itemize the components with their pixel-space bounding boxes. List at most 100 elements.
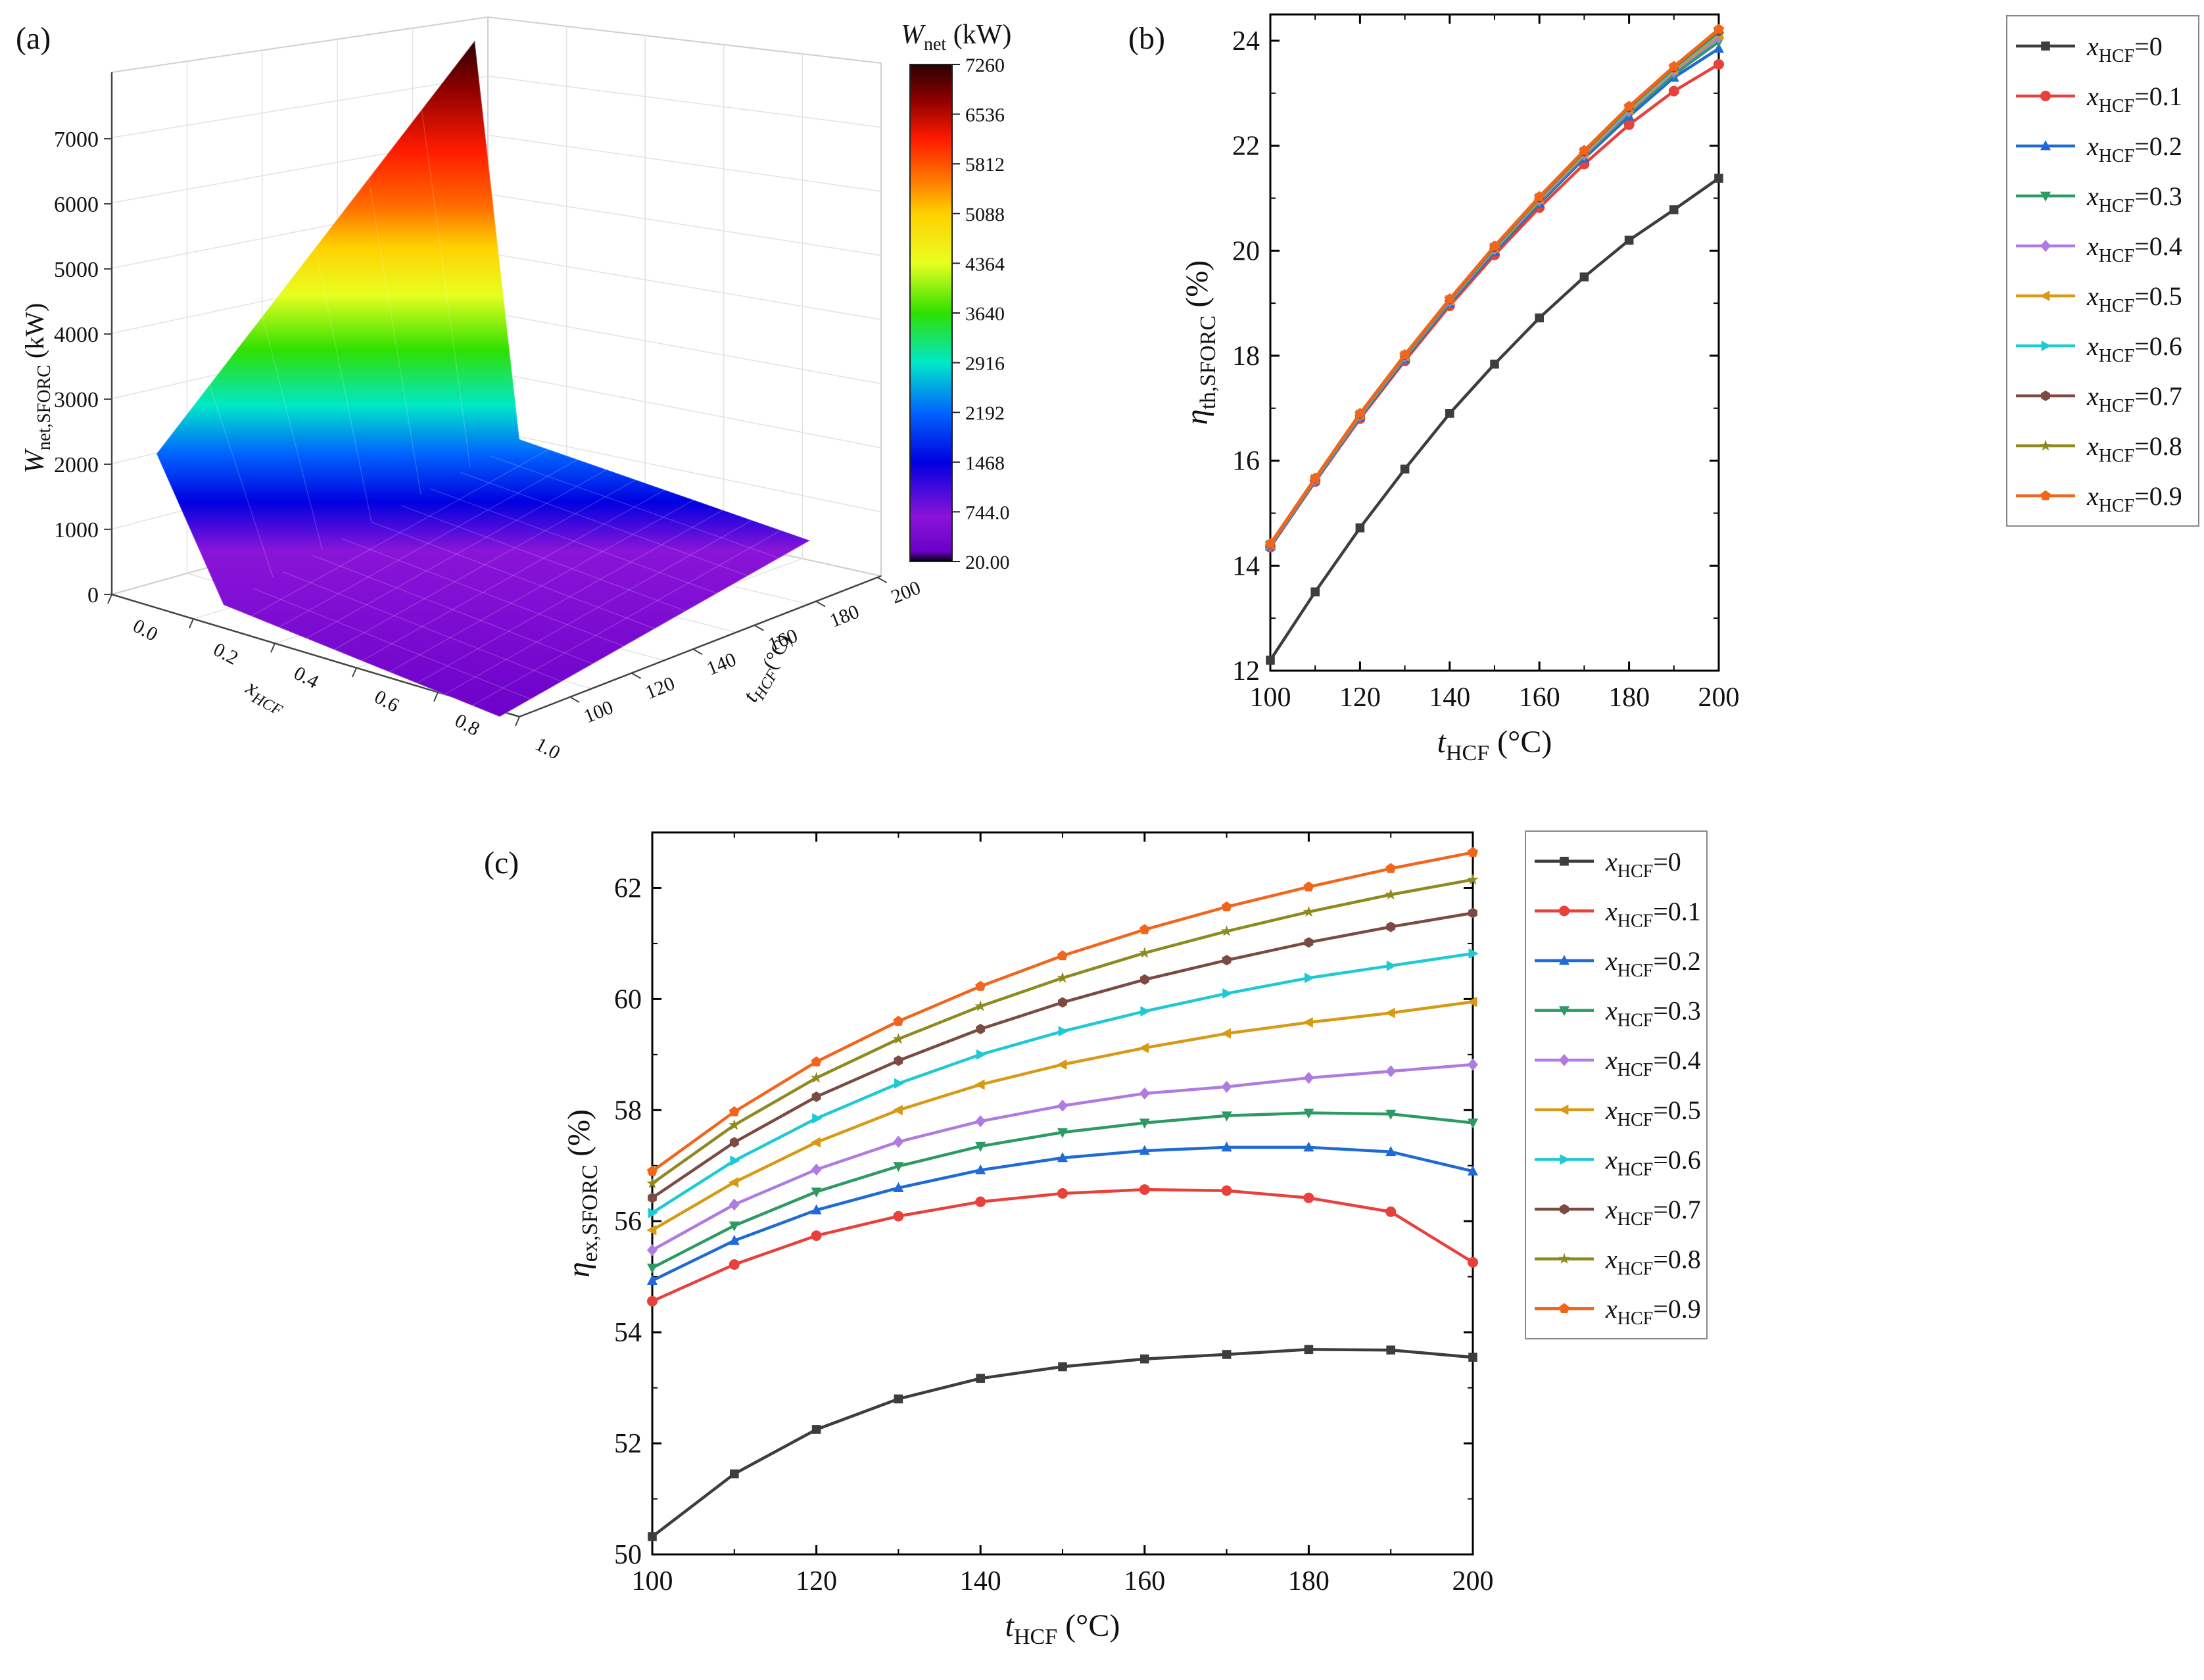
panel-b-series-3 [1265,37,1724,552]
marker-triangle-left [1303,1017,1313,1028]
panel-c-x-tick-label: 100 [632,1566,673,1596]
marker-triangle-right [2041,341,2051,351]
marker-pentagon [1310,472,1321,483]
marker-triangle-up [1385,1145,1397,1157]
mesh-line [341,538,625,647]
marker-triangle-left [1467,996,1477,1007]
mesh-line [430,488,717,594]
marker-circle [1713,59,1724,70]
marker-hexagon [1304,937,1314,948]
marker-hexagon [648,1192,657,1203]
marker-triangle-up [893,1182,904,1192]
panel-b-legend: xHCF=0 xHCF=0.1 xHCF=0.2 xHCF=0.3 xHCF=0.4 xH… [2006,15,2199,527]
marker-triangle-right [976,1049,986,1060]
marker-triangle-right [1560,1154,1570,1165]
mesh-line [262,316,323,550]
mesh-line [252,588,531,700]
panel-c-legend-entry: xHCF=0.7 [1535,1195,1701,1230]
x-tick [107,594,112,604]
marker-pentagon [1057,950,1068,961]
marker-star [1220,925,1233,936]
panel-b-series-group [1264,24,1725,665]
marker-triangle-left [1139,1042,1149,1053]
marker-triangle-down [1303,1109,1314,1119]
panel-b-legend-entry: xHCF=0.7 [2016,381,2182,416]
z-tick-label: 4000 [54,323,99,347]
marker-star [1139,947,1151,958]
x-tick [515,716,520,727]
x-tick-label: 0.2 [210,638,242,669]
marker-square [1624,235,1634,245]
panel-c-series-3 [647,1109,1478,1274]
marker-square [1560,857,1569,866]
y-tick-label: 180 [827,601,862,632]
mesh-line [489,455,780,559]
panel-c-y-tick-label: 60 [614,984,642,1015]
panel-b-x-tick-label: 100 [1250,683,1291,713]
marker-pentagon [1139,924,1150,934]
panel-c-series-2 [647,1141,1478,1285]
marker-triangle-left [1057,1059,1067,1070]
marker-pentagon [1444,293,1455,304]
marker-triangle-down [729,1221,740,1232]
colorbar-tick-label: 3640 [965,303,1005,325]
panel-c-legend: xHCF=0 xHCF=0.1 xHCF=0.2 xHCF=0.3 xHCF=0.4 xH… [1525,830,1708,1339]
marker-square [1310,587,1320,597]
panel-b-x-tick-label: 180 [1608,683,1650,713]
z-tick-label: 2000 [54,453,99,477]
marker-star [646,1177,658,1189]
marker-circle [975,1196,986,1207]
marker-pentagon [1221,901,1232,911]
panel-b-line-chart: (b) 100 120 140 160 180 200 12 14 16 18 20 22 24 tHCF… [1128,13,2199,765]
panel-b-legend-entry: xHCF=0.4 [2016,231,2182,266]
panel-b-legend-entry: xHCF=0 [2016,32,2163,66]
panel-a-surface-chart: (a) 7000 6000 5000 4000 3000 2000 1000 0 0.0 0.2… [16,16,1011,764]
panel-b-plot-frame [1269,13,1720,672]
y-tick-label: 100 [581,696,616,727]
panel-c-series-6 [648,948,1479,1218]
colorbar-tick-label: 5088 [965,204,1005,226]
marker-diamond [1139,1087,1150,1100]
panel-b-series-8 [1264,24,1725,549]
panel-b-y-axis-label: ηth,SFORC (%) [1180,260,1220,425]
marker-triangle-down [811,1188,822,1198]
surface-mesh [208,109,782,706]
panel-c-legend-entry: xHCF=0 [1535,847,1681,882]
marker-square [1222,1350,1232,1359]
colorbar-tick-label: 4364 [965,253,1005,275]
surface-edge [155,39,812,718]
panel-b-legend-label: xHCF=0.9 [2086,481,2182,516]
marker-pentagon [1668,60,1679,71]
panel-c-x-tick-label: 120 [796,1566,837,1596]
marker-triangle-up [1713,43,1724,53]
marker-triangle-down [1468,1118,1478,1129]
marker-diamond [1057,1099,1068,1112]
marker-square [1386,1345,1395,1355]
marker-hexagon [1222,955,1232,966]
marker-square [1445,408,1454,418]
y-tick [877,577,887,584]
marker-square [811,1425,821,1434]
panel-b-x-tick-label: 160 [1519,683,1560,713]
mesh-line [416,510,723,684]
panel-c-legend-label: xHCF=0.8 [1605,1245,1701,1280]
marker-square [1714,174,1723,183]
panel-c-series-line [652,1188,1474,1303]
colorbar-tick-label: 5812 [965,154,1005,176]
marker-hexagon [1386,921,1396,932]
marker-pentagon [1489,240,1500,251]
marker-hexagon [1058,997,1067,1008]
marker-diamond [1303,1072,1314,1084]
marker-hexagon [1468,907,1477,919]
panel-c-y-tick-label: 62 [614,873,642,903]
panel-b-x-axis-label: tHCF (°C) [1437,725,1552,765]
marker-circle [1303,1192,1314,1203]
marker-triangle-down [1559,1006,1569,1017]
marker-triangle-down [1139,1118,1150,1129]
marker-diamond [647,1244,658,1257]
panel-b-ticks: 100 120 140 160 180 200 12 14 16 18 20 22 24 [1232,14,1740,713]
marker-circle [811,1230,822,1241]
marker-circle [1139,1184,1150,1195]
panel-b-legend-entry: xHCF=0.3 [2016,181,2182,216]
